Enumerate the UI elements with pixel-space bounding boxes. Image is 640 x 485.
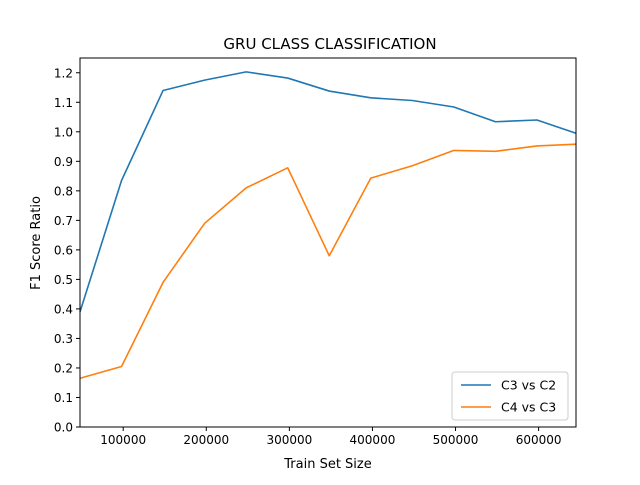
series-line-c3-vs-c2 (79, 71, 577, 313)
x-axis-ticks: 100000 200000 300000 400000 500000 600000 (100, 427, 562, 447)
x-tick-label: 300000 (266, 433, 312, 447)
y-tick-label: 1.0 (54, 125, 73, 139)
y-tick-label: 1.1 (54, 96, 73, 110)
x-tick-label: 400000 (350, 433, 396, 447)
y-tick-label: 0.5 (54, 273, 73, 287)
legend-label-c4-vs-c3: C4 vs C3 (501, 400, 556, 415)
legend-box (451, 371, 569, 421)
y-tick-label: 0.7 (54, 214, 73, 228)
legend-label-c3-vs-c2: C3 vs C2 (501, 378, 556, 393)
y-tick-label: 0.1 (54, 391, 73, 405)
x-tick-label: 600000 (516, 433, 562, 447)
x-tick-label: 100000 (100, 433, 146, 447)
plot-frame (79, 57, 577, 428)
x-tick-label: 500000 (433, 433, 479, 447)
y-tick-label: 1.2 (54, 66, 73, 80)
y-tick-label: 0.0 (54, 421, 73, 435)
y-tick-label: 0.2 (54, 361, 73, 375)
y-tick-label: 0.6 (54, 243, 73, 257)
plot-lines (79, 71, 577, 380)
y-tick-label: 0.9 (54, 155, 73, 169)
legend: C3 vs C2 C4 vs C3 (451, 371, 569, 421)
series-line-c4-vs-c3 (79, 143, 577, 380)
x-axis-label: Train Set Size (283, 457, 372, 472)
y-tick-label: 0.4 (54, 302, 73, 316)
y-axis-label: F1 Score Ratio (29, 196, 44, 290)
chart-title: GRU CLASS CLASSIFICATION (223, 35, 436, 53)
y-tick-label: 0.8 (54, 184, 73, 198)
y-axis-ticks: 0.0 0.1 0.2 0.3 0.4 0.5 0.6 0.7 0.8 0.9 1.0 1.1 1.2 (54, 66, 80, 435)
x-tick-label: 200000 (183, 433, 229, 447)
y-tick-label: 0.3 (54, 332, 73, 346)
